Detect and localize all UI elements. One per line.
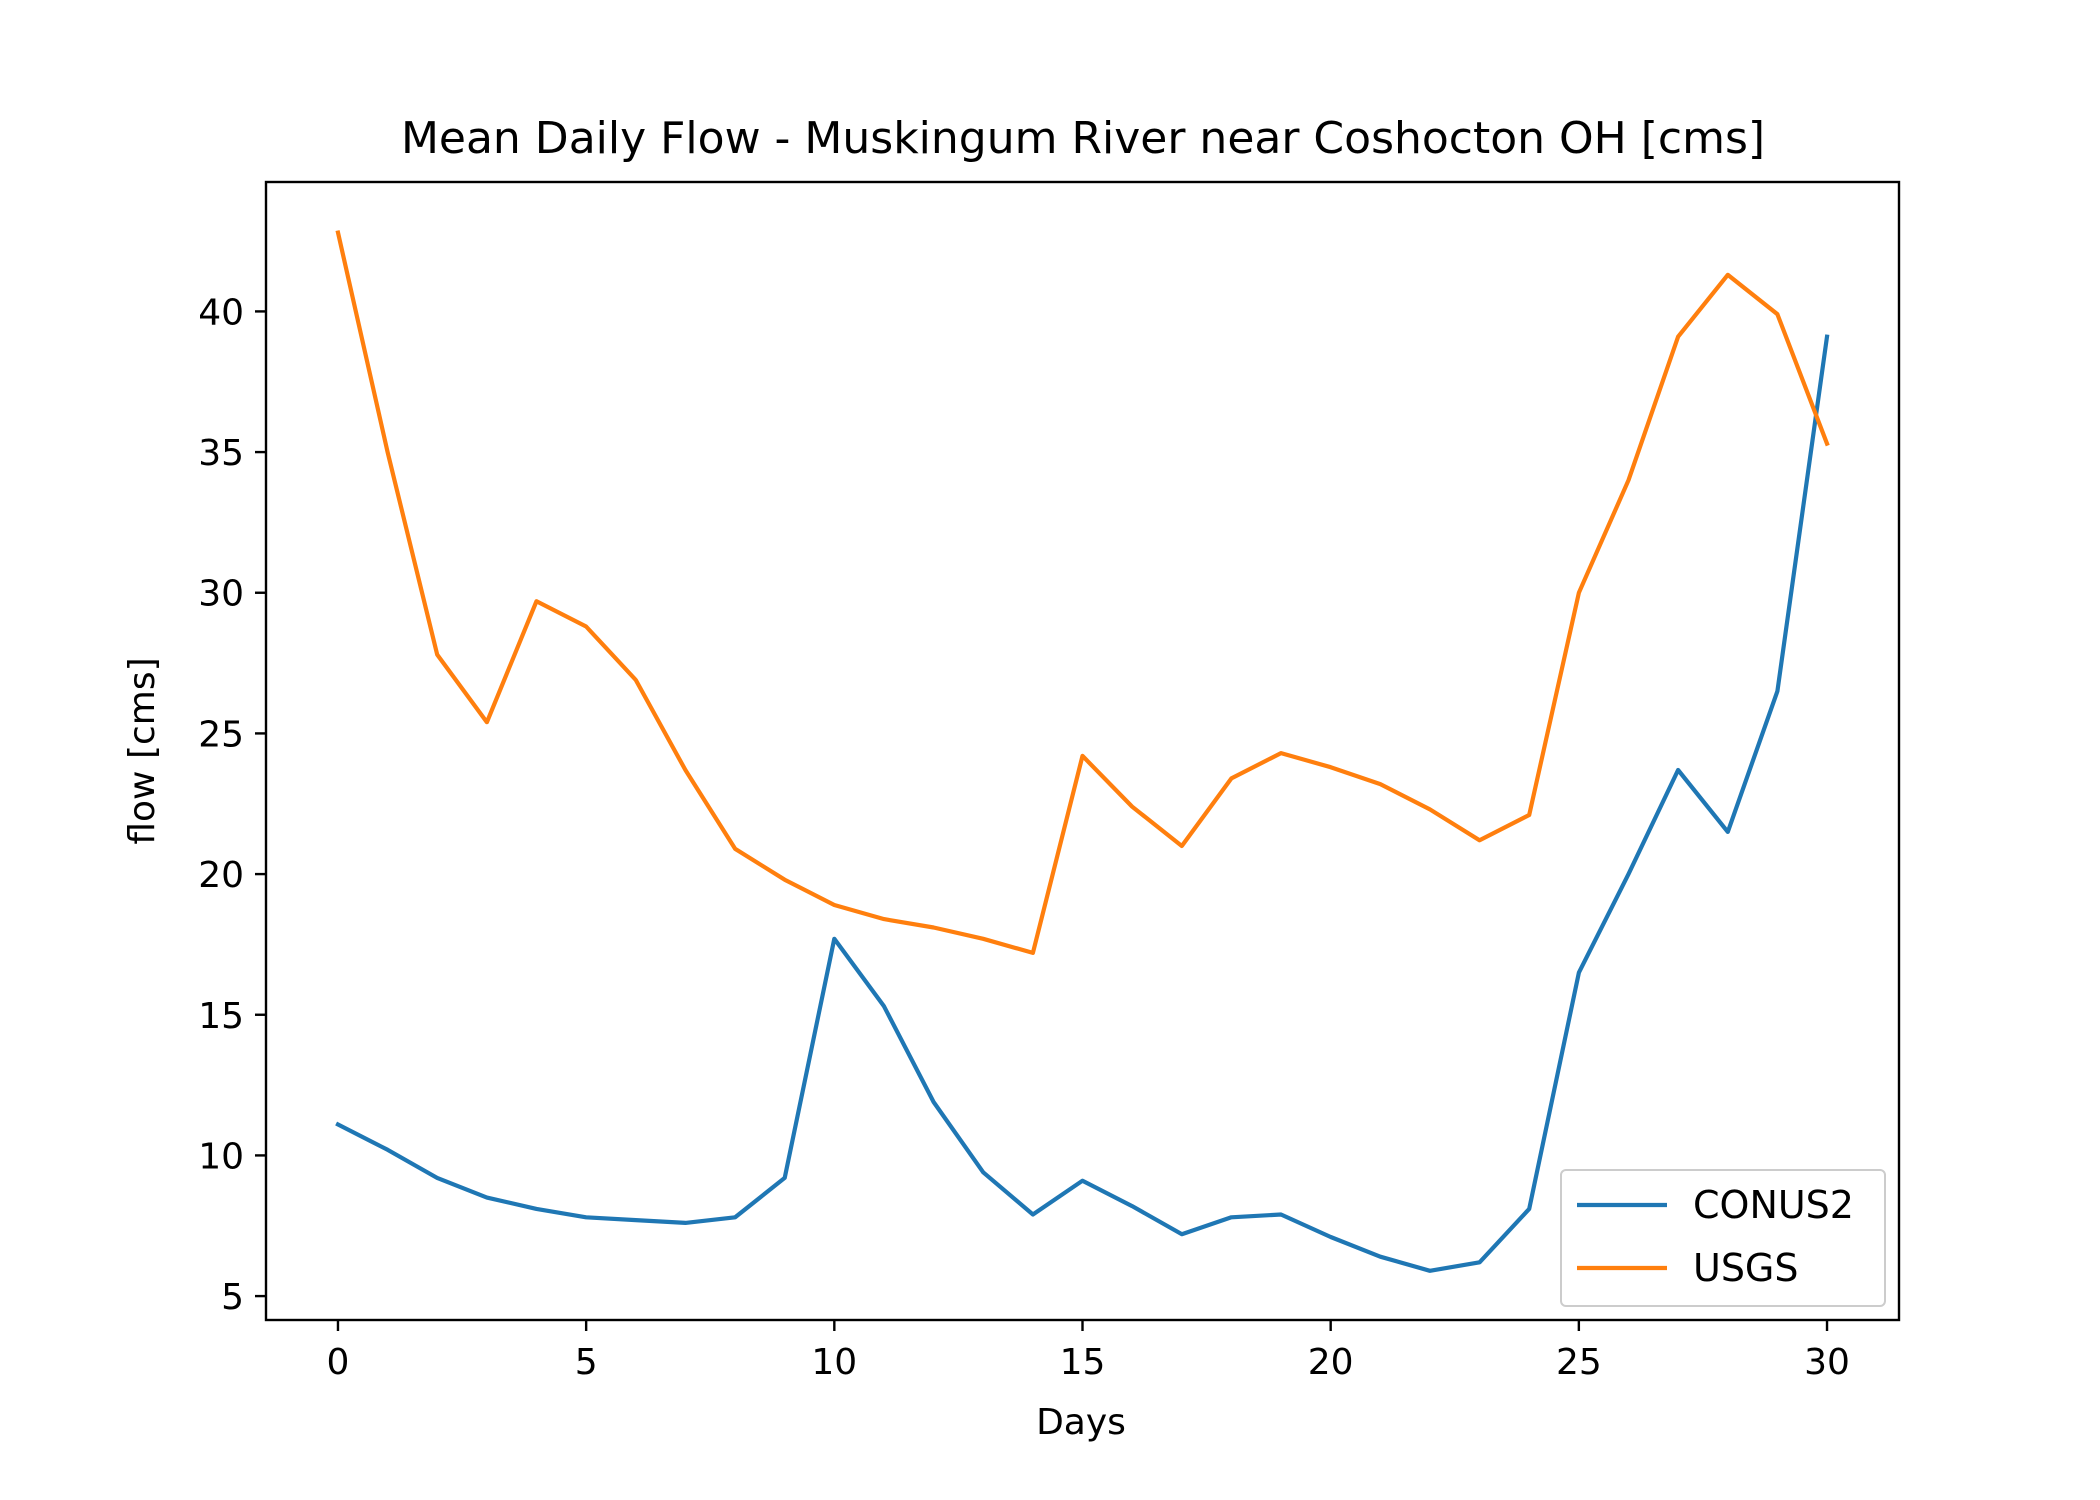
y-tick-label: 15 <box>198 996 244 1037</box>
plot-series <box>335 230 1830 1273</box>
y-tick-label: 25 <box>198 714 244 755</box>
y-tick-label: 40 <box>198 292 244 333</box>
y-tick-label: 30 <box>198 574 244 615</box>
x-axis-label: Days <box>1036 1402 1126 1443</box>
y-tick-label: 35 <box>198 433 244 474</box>
chart-title: Mean Daily Flow - Muskingum River near C… <box>401 113 1765 164</box>
series-line-1 <box>335 334 1830 1273</box>
x-tick-label: 5 <box>575 1342 598 1383</box>
x-axis: 0 5 10 15 20 25 30 <box>327 1320 1850 1383</box>
legend: CONUS2 USGS <box>1560 1169 1886 1307</box>
x-tick-label: 25 <box>1556 1342 1602 1383</box>
y-tick-label: 10 <box>198 1136 244 1177</box>
y-axis-label: flow [cms] <box>122 657 163 844</box>
legend-label: USGS <box>1693 1246 1799 1290</box>
y-tick-label: 20 <box>198 855 244 896</box>
series-line-2 <box>335 230 1830 956</box>
x-tick-label: 20 <box>1308 1342 1354 1383</box>
x-tick-label: 10 <box>811 1342 857 1383</box>
x-tick-label: 15 <box>1060 1342 1106 1383</box>
x-tick-label: 0 <box>327 1342 350 1383</box>
x-tick-label: 30 <box>1804 1342 1850 1383</box>
y-axis: 5 10 15 20 25 30 35 40 <box>198 292 266 1318</box>
legend-label: CONUS2 <box>1693 1183 1854 1227</box>
y-tick-label: 5 <box>221 1277 244 1318</box>
